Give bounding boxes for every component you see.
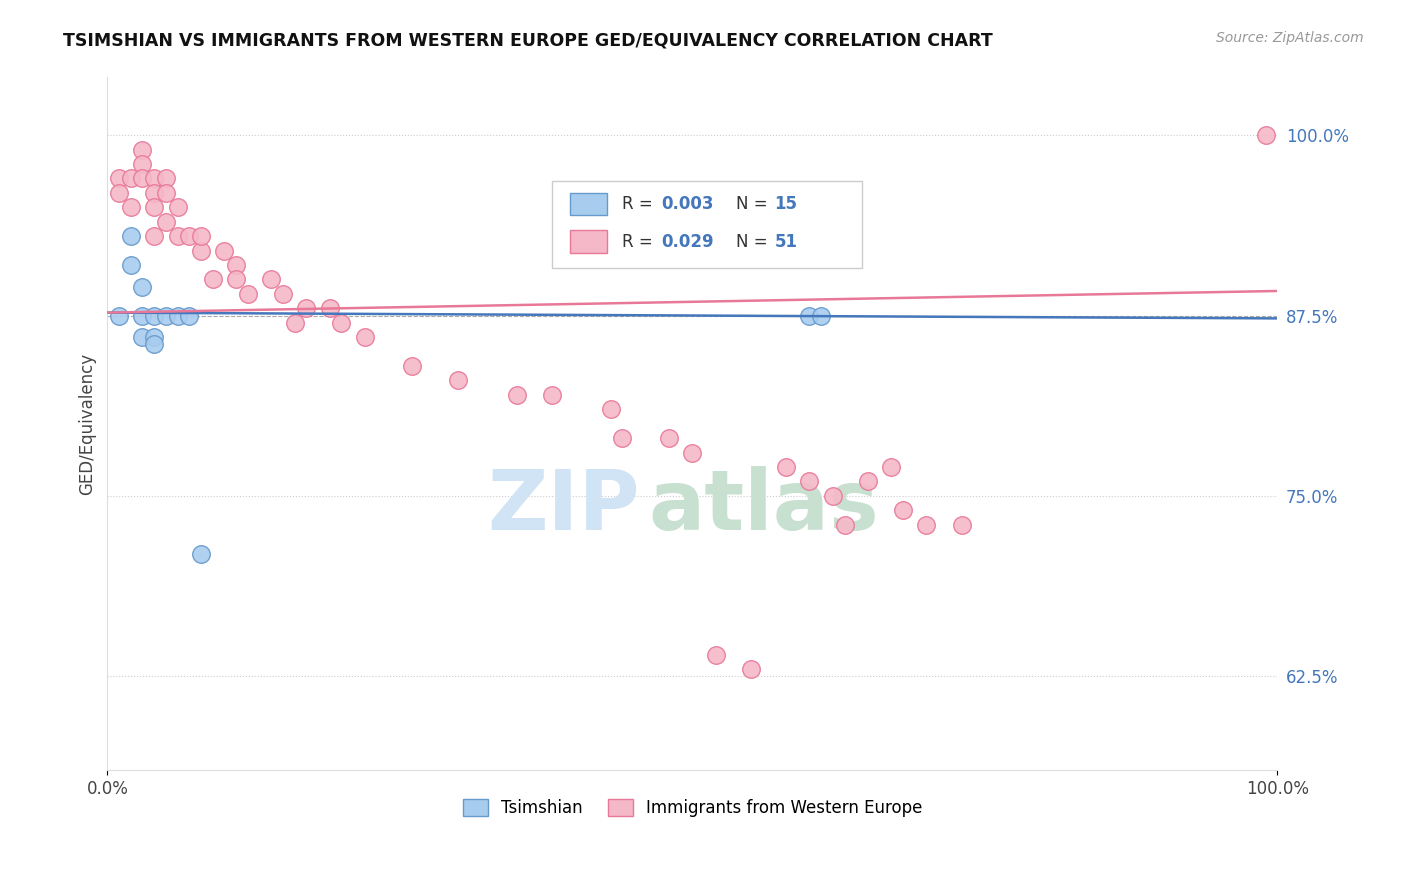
FancyBboxPatch shape — [569, 193, 607, 215]
Point — [201, 272, 224, 286]
Point — [740, 662, 762, 676]
Text: R =: R = — [623, 195, 658, 213]
Legend: Tsimshian, Immigrants from Western Europe: Tsimshian, Immigrants from Western Europ… — [456, 792, 929, 824]
Text: 51: 51 — [775, 233, 797, 251]
Point — [1254, 128, 1277, 143]
Point — [236, 286, 259, 301]
Y-axis label: GED/Equivalency: GED/Equivalency — [79, 352, 96, 495]
Point — [658, 431, 681, 445]
Point — [214, 244, 236, 258]
Point — [131, 309, 153, 323]
Point — [612, 431, 634, 445]
Point — [155, 215, 177, 229]
Point — [190, 229, 212, 244]
Point — [143, 330, 166, 344]
Text: N =: N = — [735, 195, 773, 213]
Point — [225, 272, 247, 286]
Point — [318, 301, 340, 316]
Point — [143, 229, 166, 244]
Point — [447, 373, 470, 387]
Point — [131, 157, 153, 171]
Point — [834, 517, 856, 532]
Point — [821, 489, 844, 503]
Point — [143, 337, 166, 351]
Point — [880, 460, 903, 475]
Point — [120, 171, 142, 186]
Text: 15: 15 — [775, 195, 797, 213]
Point — [155, 186, 177, 200]
Text: N =: N = — [735, 233, 773, 251]
Point — [166, 200, 188, 214]
Point — [120, 229, 142, 244]
Point — [155, 309, 177, 323]
Point — [950, 517, 973, 532]
Text: atlas: atlas — [648, 467, 879, 548]
Point — [131, 330, 153, 344]
Point — [284, 316, 307, 330]
Point — [143, 171, 166, 186]
Point — [143, 186, 166, 200]
Point — [120, 200, 142, 214]
FancyBboxPatch shape — [569, 230, 607, 252]
Text: 0.003: 0.003 — [661, 195, 713, 213]
Point — [131, 171, 153, 186]
Point — [810, 309, 832, 323]
Point — [190, 547, 212, 561]
Point — [143, 309, 166, 323]
Point — [704, 648, 727, 662]
Point — [166, 309, 188, 323]
Point — [541, 388, 564, 402]
Point — [799, 475, 821, 489]
Point — [856, 475, 879, 489]
Point — [120, 258, 142, 272]
Point — [401, 359, 423, 373]
Point — [330, 316, 353, 330]
Point — [271, 286, 294, 301]
Text: ZIP: ZIP — [488, 467, 640, 548]
Point — [225, 258, 247, 272]
Point — [179, 309, 201, 323]
Text: Source: ZipAtlas.com: Source: ZipAtlas.com — [1216, 31, 1364, 45]
Point — [799, 309, 821, 323]
Point — [155, 171, 177, 186]
Point — [260, 272, 283, 286]
Point — [108, 309, 131, 323]
Point — [179, 229, 201, 244]
Point — [353, 330, 375, 344]
Text: R =: R = — [623, 233, 658, 251]
Text: 0.029: 0.029 — [661, 233, 713, 251]
Point — [506, 388, 529, 402]
Point — [143, 200, 166, 214]
Point — [599, 402, 621, 417]
Point — [108, 171, 131, 186]
Point — [891, 503, 914, 517]
Point — [166, 229, 188, 244]
Point — [131, 143, 153, 157]
FancyBboxPatch shape — [553, 181, 862, 268]
Point — [295, 301, 318, 316]
Text: TSIMSHIAN VS IMMIGRANTS FROM WESTERN EUROPE GED/EQUIVALENCY CORRELATION CHART: TSIMSHIAN VS IMMIGRANTS FROM WESTERN EUR… — [63, 31, 993, 49]
Point — [131, 279, 153, 293]
Point — [108, 186, 131, 200]
Point — [681, 445, 703, 459]
Point — [775, 460, 797, 475]
Point — [915, 517, 938, 532]
Point — [190, 244, 212, 258]
